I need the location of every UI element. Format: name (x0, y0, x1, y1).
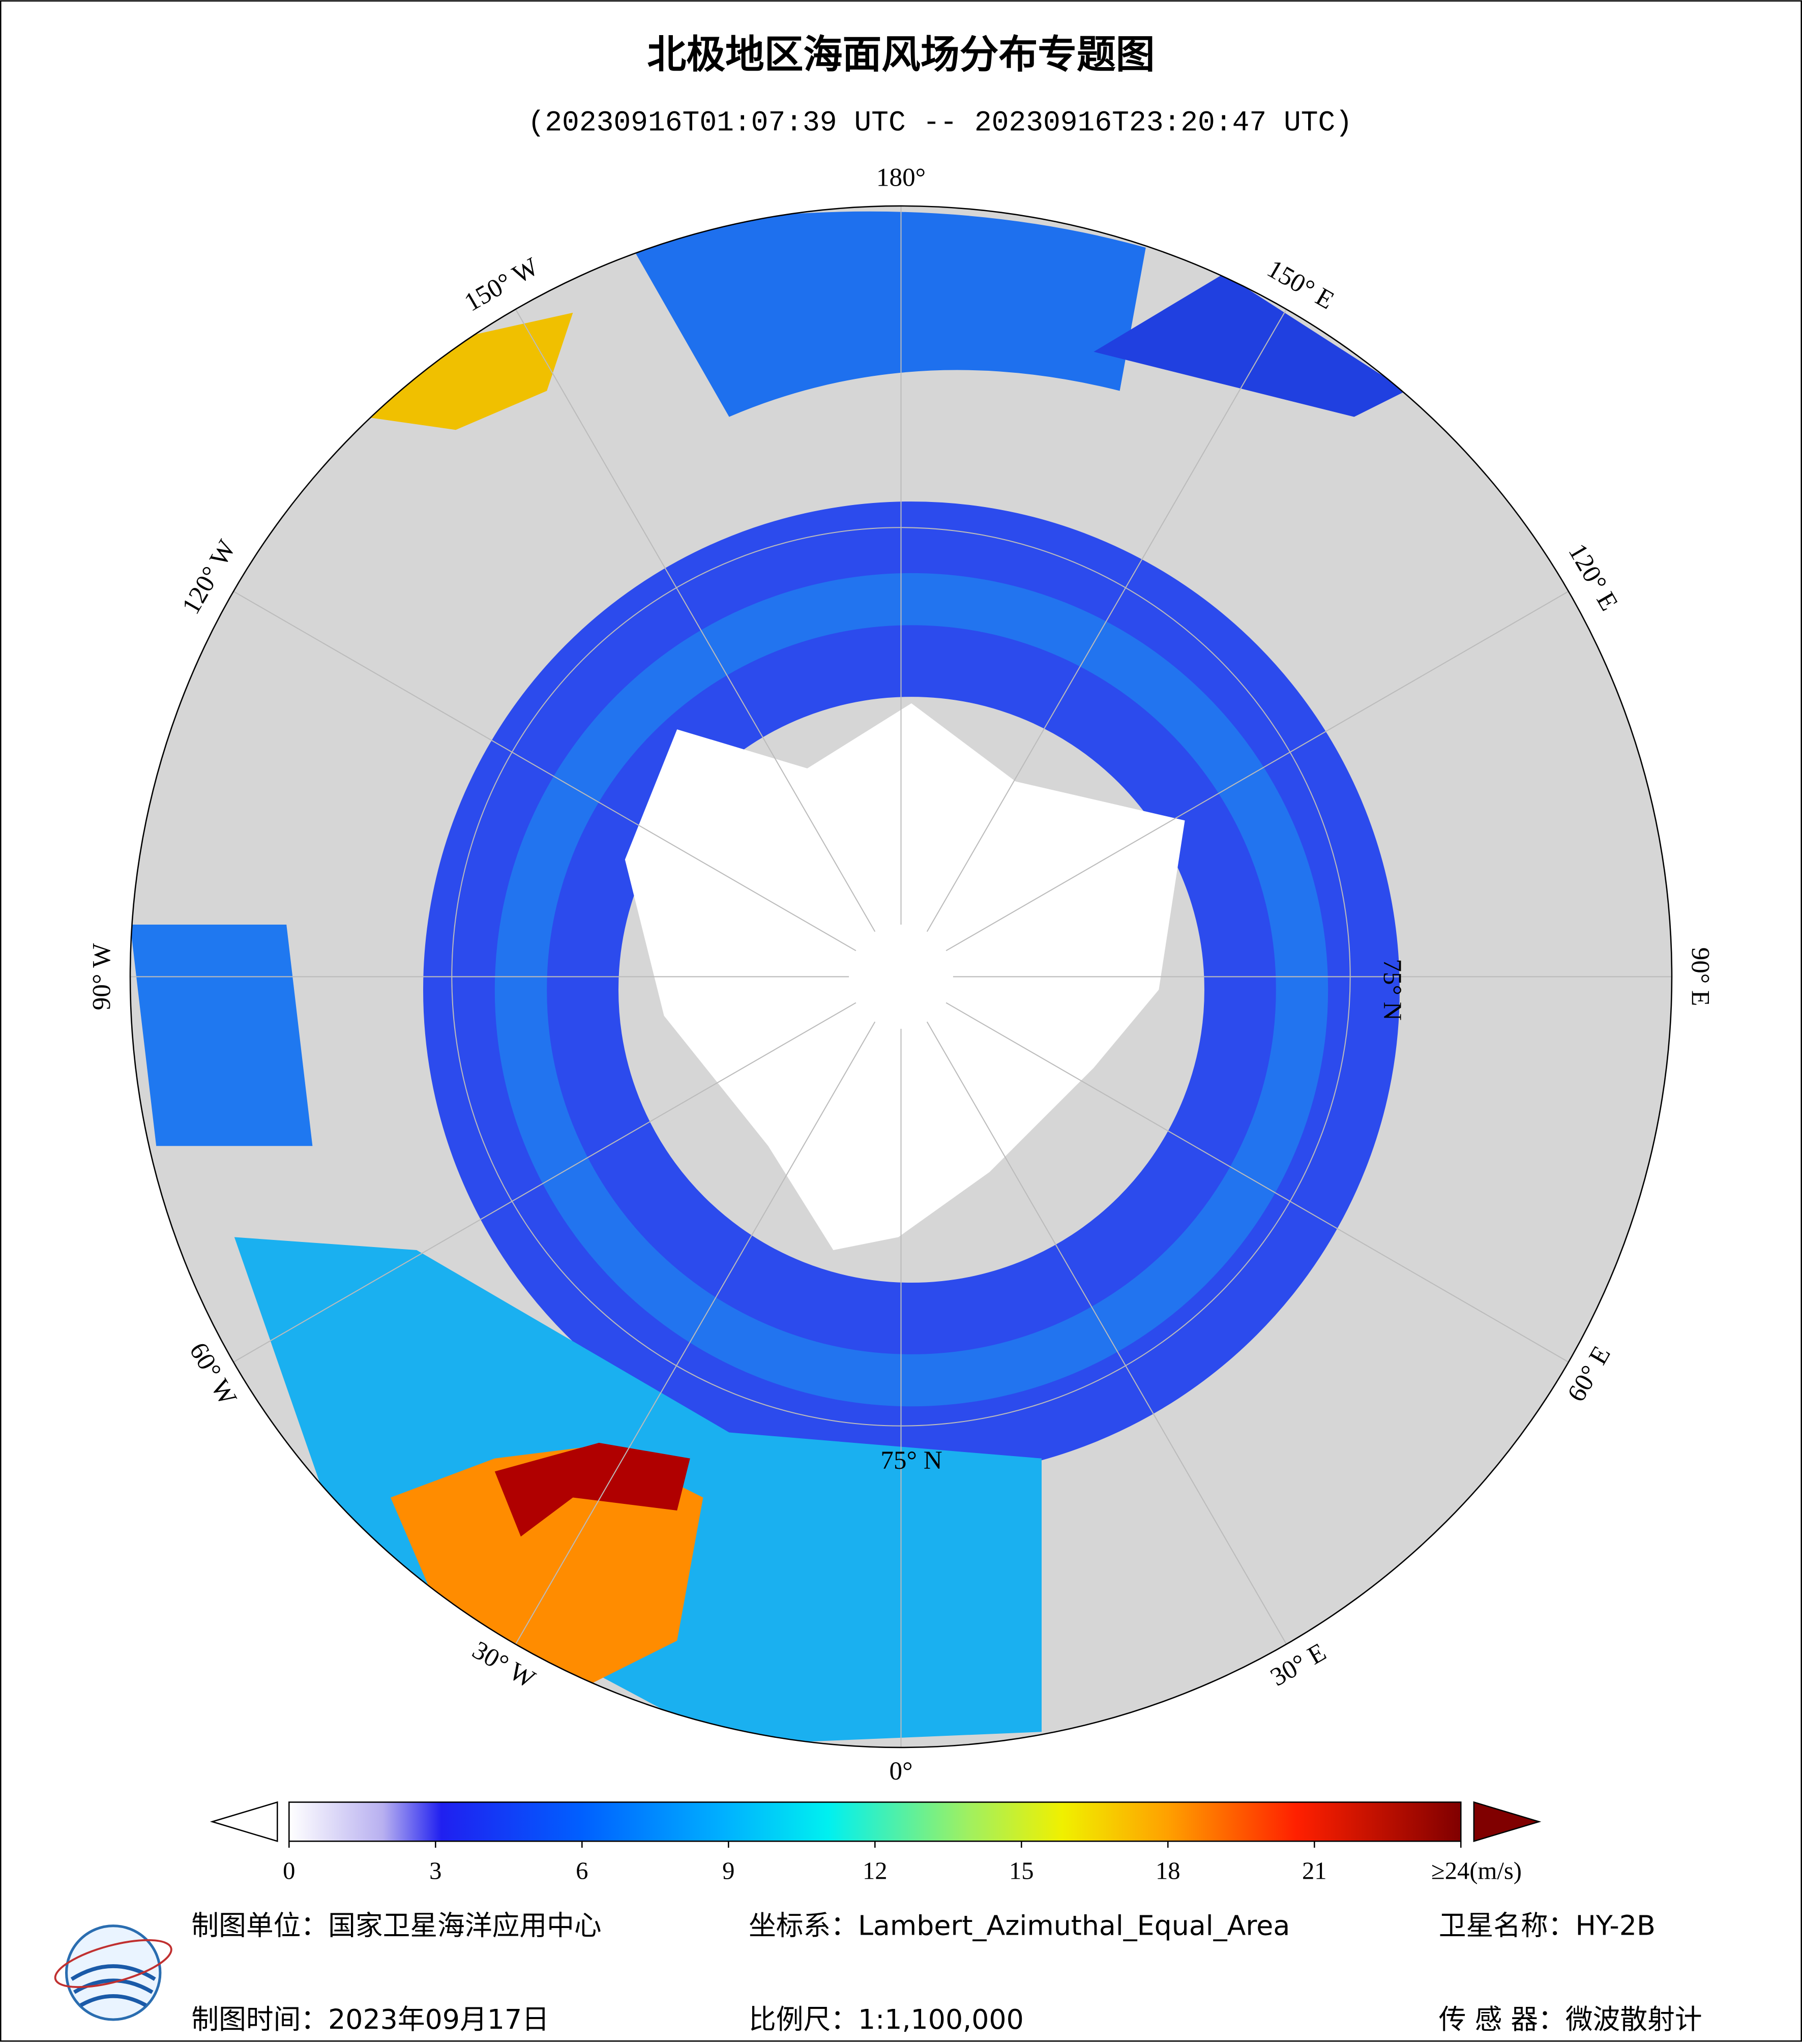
longitude-label: 90° W (87, 943, 116, 1011)
longitude-label: 180° (876, 163, 926, 192)
footer-projection: 坐标系：Lambert_Azimuthal_Equal_Area (749, 1910, 1290, 1942)
colorbar-tick-label: 12 (863, 1857, 888, 1885)
footer-producer: 制图单位：国家卫星海洋应用中心 (191, 1910, 601, 1942)
map-border (129, 205, 1673, 1749)
colorbar-tick-label: 21 (1302, 1857, 1327, 1885)
colorbar-bar (288, 1801, 1462, 1842)
meridian (233, 590, 856, 952)
logo (54, 1924, 172, 2021)
footer-satellite: 卫星名称：HY-2B (1439, 1910, 1656, 1942)
colorbar-min-arrow (210, 1801, 278, 1843)
colorbar: 0 3 6 9 12 15 18 21 ≥24(m/s) (210, 1801, 1542, 1885)
colorbar-tick-label: 3 (429, 1857, 441, 1885)
footer-date: 制图时间：2023年09月17日 (191, 2003, 549, 2035)
longitude-label: 0° (889, 1757, 912, 1786)
wind-region (1094, 274, 1406, 417)
wind-ring-inner (494, 573, 1328, 1407)
wind-strong (364, 312, 573, 430)
sea-ice (625, 703, 1185, 1251)
wind-strong (390, 1445, 703, 1693)
meridian (515, 309, 876, 932)
longitude-label: 90° E (1686, 947, 1715, 1006)
meridian (946, 1002, 1569, 1363)
colorbar-tick-label: ≥24(m/s) (1431, 1857, 1522, 1885)
meridian (926, 1021, 1287, 1645)
map (130, 205, 1672, 1747)
title: 北极地区海面风场分布专题图 (647, 33, 1155, 78)
latitude-label: 75° N (880, 1446, 942, 1475)
meridian (926, 309, 1287, 932)
latitude-label: 75° N (1378, 959, 1407, 1020)
footer-sensor: 传 感 器：微波散射计 (1439, 2003, 1702, 2035)
graticule (130, 205, 1672, 1747)
colorbar-tick-label: 6 (576, 1857, 588, 1885)
meridian (515, 1021, 876, 1645)
colorbar-tick-label: 15 (1009, 1857, 1034, 1885)
wind-extreme (494, 1442, 690, 1537)
colorbar-max-arrow (1473, 1801, 1542, 1843)
meridian (233, 1002, 856, 1363)
wind-region (625, 211, 1146, 417)
colorbar-tick-label: 0 (283, 1857, 295, 1885)
wind-region (130, 925, 313, 1146)
footer-scale: 比例尺：1:1,100,000 (749, 2003, 1024, 2035)
colorbar-tick-label: 18 (1156, 1857, 1180, 1885)
meridian (946, 590, 1569, 952)
subtitle: (20230916T01:07:39 UTC -- 20230916T23:20… (527, 106, 1352, 139)
colorbar-tick-label: 9 (722, 1857, 734, 1885)
